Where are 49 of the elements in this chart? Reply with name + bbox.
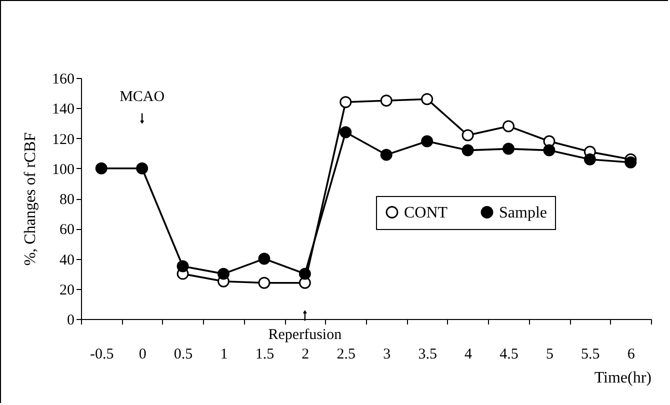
legend-label: Sample bbox=[499, 204, 547, 222]
point bbox=[624, 156, 637, 168]
point bbox=[176, 260, 189, 272]
x-tick-label: 5.5 bbox=[581, 346, 600, 362]
y-tick-label: 0 bbox=[67, 312, 74, 328]
y-tick-label: 100 bbox=[52, 162, 74, 178]
x-tick-label: 0 bbox=[138, 346, 146, 362]
point bbox=[258, 276, 270, 289]
y-tick-label: 80 bbox=[60, 192, 74, 208]
point bbox=[421, 135, 434, 148]
point bbox=[95, 162, 108, 174]
point bbox=[543, 144, 556, 156]
point bbox=[462, 129, 474, 142]
x-tick-label: 3 bbox=[383, 346, 391, 362]
point bbox=[380, 94, 392, 107]
point bbox=[298, 268, 311, 280]
y-tick-label: 120 bbox=[52, 132, 74, 148]
point bbox=[218, 268, 230, 280]
annotation: Reperfusion bbox=[268, 327, 342, 343]
x-tick-label: -0.5 bbox=[90, 346, 114, 362]
point bbox=[502, 120, 514, 132]
x-tick-label: 5 bbox=[546, 346, 554, 362]
point bbox=[380, 148, 392, 161]
y-tick-label: 60 bbox=[60, 222, 74, 238]
x-tick-label: 0.5 bbox=[174, 346, 193, 362]
legend-label: CONT bbox=[404, 204, 448, 222]
x-tick-label: 1 bbox=[220, 346, 228, 362]
y-tick-label: 40 bbox=[60, 252, 74, 268]
x-axis-title: Time(hr) bbox=[594, 370, 652, 386]
y-tick-label: 140 bbox=[52, 102, 74, 118]
point bbox=[462, 144, 474, 156]
y-tick-label: 160 bbox=[52, 72, 74, 88]
point bbox=[502, 142, 514, 155]
point bbox=[340, 126, 352, 138]
point bbox=[340, 96, 352, 108]
y-tick-label: 20 bbox=[60, 282, 74, 298]
y-axis-title: %, Changes of rCBF bbox=[22, 132, 39, 266]
x-tick-label: 2.5 bbox=[336, 346, 356, 362]
point bbox=[258, 252, 270, 265]
x-tick-label: 2 bbox=[302, 346, 310, 362]
x-tick-label: 6 bbox=[627, 346, 636, 362]
annotation: MCAO bbox=[120, 89, 165, 105]
x-tick-label: 4 bbox=[464, 346, 473, 362]
point bbox=[584, 153, 596, 166]
x-tick-label: 3.5 bbox=[418, 346, 437, 362]
point bbox=[136, 162, 148, 174]
point bbox=[421, 93, 434, 106]
x-tick-label: 1.5 bbox=[255, 346, 274, 362]
x-tick-label: 4.5 bbox=[500, 346, 518, 362]
